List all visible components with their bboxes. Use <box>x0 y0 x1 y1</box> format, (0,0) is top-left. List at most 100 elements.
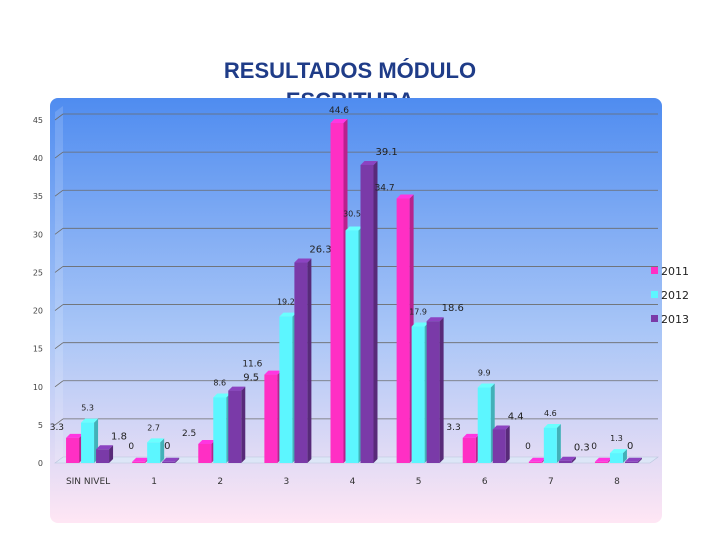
bar-top <box>624 457 642 462</box>
bar-top <box>543 423 561 428</box>
y-tick-label: 20 <box>33 307 43 316</box>
data-label: 34.7 <box>375 184 395 194</box>
bar-top <box>279 312 297 317</box>
bar-2013 <box>294 262 308 463</box>
data-label: 1.8 <box>111 431 127 442</box>
bar-2012 <box>543 427 557 463</box>
y-tick-label: 30 <box>33 230 43 239</box>
x-tick-label: SIN NIVEL <box>66 477 110 487</box>
data-label: 0 <box>525 442 531 452</box>
x-tick-label: 2 <box>217 477 223 487</box>
x-tick-label: 3 <box>284 477 290 487</box>
bar-top <box>162 457 180 462</box>
gridline-diag <box>54 151 64 159</box>
x-tick-label: 8 <box>614 477 620 487</box>
data-label: 0 <box>627 441 633 452</box>
bar-side <box>571 456 576 463</box>
gridline-diag <box>54 113 64 121</box>
bar-top <box>462 433 480 438</box>
data-label: 8.6 <box>213 378 226 387</box>
bar-top <box>66 433 84 438</box>
y-tick-label: 0 <box>38 459 43 468</box>
bar-side <box>109 445 114 463</box>
data-label: 11.6 <box>242 360 262 370</box>
x-tick-label: 4 <box>350 477 356 487</box>
legend-swatch <box>651 315 658 322</box>
bar-top <box>96 445 114 450</box>
bar-top <box>81 418 99 423</box>
data-label: 26.3 <box>309 245 331 256</box>
gridline-diag <box>54 189 64 197</box>
data-label: 9.5 <box>243 373 259 384</box>
plot-wall <box>55 106 63 463</box>
data-label: 39.1 <box>376 147 398 158</box>
bar-2012 <box>411 326 425 463</box>
bar-2012 <box>147 442 161 463</box>
gridline-diag <box>54 418 64 426</box>
bar-top <box>294 258 312 263</box>
bar-top <box>528 457 546 462</box>
bar-2013 <box>96 449 110 463</box>
legend-label: 2011 <box>661 265 689 278</box>
y-tick-label: 25 <box>33 268 43 277</box>
y-tick-label: 40 <box>33 154 43 163</box>
bar-top <box>345 226 363 231</box>
legend-label: 2012 <box>661 289 689 302</box>
bar-top <box>198 439 216 444</box>
x-tick-label: 5 <box>416 477 422 487</box>
bar-top <box>213 393 231 398</box>
data-label: 9.9 <box>478 369 491 378</box>
bar-2013 <box>426 321 440 463</box>
gridline-diag <box>54 304 64 311</box>
bar-side <box>637 457 642 463</box>
x-tick-label: 6 <box>482 477 488 487</box>
data-label: 0 <box>164 441 170 452</box>
x-tick-label: 1 <box>151 477 157 487</box>
data-label: 1.3 <box>610 434 623 443</box>
bar-2011 <box>264 374 278 463</box>
bar-top <box>264 370 282 375</box>
data-label: 4.6 <box>544 409 557 418</box>
bar-2013 <box>162 461 176 463</box>
bar-2012 <box>609 453 623 463</box>
legend-swatch <box>651 291 658 298</box>
data-label: 5.3 <box>81 404 94 413</box>
bar-2011 <box>594 461 608 463</box>
data-label: 19.2 <box>277 298 295 307</box>
bar-2013 <box>228 390 242 463</box>
bar-top <box>396 194 414 199</box>
y-tick-label: 15 <box>33 345 43 354</box>
bar-top <box>228 386 246 391</box>
bar-top <box>411 322 429 327</box>
bar-2011 <box>132 461 146 463</box>
bar-side <box>373 160 378 463</box>
y-tick-label: 10 <box>33 383 43 392</box>
data-label: 3.3 <box>50 423 64 433</box>
bar-top <box>426 317 444 322</box>
bar-side <box>241 386 246 463</box>
data-label: 4.4 <box>508 411 524 422</box>
bar-top <box>609 449 627 454</box>
bar-2011 <box>528 461 542 463</box>
bar-side <box>160 438 165 463</box>
y-tick-label: 35 <box>33 192 43 201</box>
bar-2012 <box>477 387 491 463</box>
data-label: 18.6 <box>442 303 464 314</box>
legend-swatch <box>651 267 658 274</box>
bar-side <box>556 423 561 463</box>
bar-side <box>307 258 312 463</box>
bar-side <box>175 457 180 463</box>
bar-2013 <box>558 460 572 463</box>
bar-2013 <box>492 429 506 463</box>
gridline-diag <box>54 380 64 388</box>
bar-top <box>132 457 150 462</box>
bar-2011 <box>66 437 80 463</box>
bar-2011 <box>330 123 344 463</box>
legend-label: 2013 <box>661 313 689 326</box>
gridline-diag <box>54 228 64 235</box>
y-tick-label: 5 <box>38 421 43 430</box>
bar-2012 <box>213 397 227 463</box>
bar-top <box>492 425 510 430</box>
data-label: 0.3 <box>574 443 590 454</box>
